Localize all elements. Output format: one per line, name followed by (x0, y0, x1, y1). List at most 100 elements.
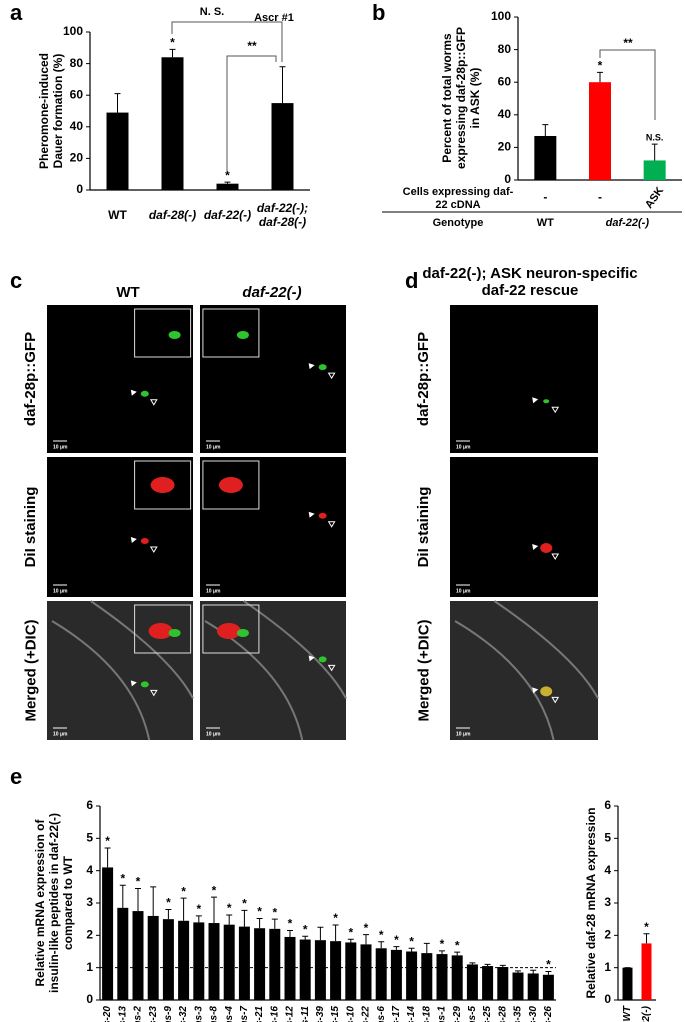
x-tick-label: ins-21 (254, 1006, 265, 1022)
micrograph (200, 457, 346, 597)
cell-signal (168, 629, 181, 637)
y-axis-label: Relative daf-28 mRNA expression (584, 807, 599, 999)
arrowhead (308, 655, 315, 662)
column-header: daf-22(-) (242, 284, 301, 301)
inset (134, 604, 192, 654)
significance: * (546, 958, 551, 972)
bar (102, 867, 114, 1000)
y-tick-label: 5 (86, 831, 93, 845)
cell-signal (216, 623, 241, 639)
bar (466, 964, 478, 1000)
y-tick-label: 40 (70, 119, 84, 133)
table-cell: daf-22(-) (606, 217, 650, 229)
y-tick-label: 80 (498, 42, 512, 56)
x-tick-label: ins-25 (482, 1006, 493, 1022)
x-tick-label: ins-12 (285, 1006, 296, 1022)
y-tick-label: 6 (86, 798, 93, 812)
micrograph (450, 601, 598, 740)
table-cell: - (543, 190, 547, 204)
x-tick-label: ins-10 (345, 1006, 356, 1022)
x-tick-label: ins-23 (148, 1006, 159, 1022)
x-tick-label: WT (622, 1005, 633, 1021)
significance: * (227, 901, 232, 915)
y-axis-label-box: Relative daf-28 mRNA expression (584, 807, 599, 999)
row-label-box: DiI staining (22, 486, 40, 568)
bar (238, 926, 250, 1000)
significance: * (120, 871, 125, 885)
bar (360, 944, 372, 1000)
error-bar (256, 918, 263, 929)
table-cell: ASK (643, 185, 666, 211)
arrowhead (551, 553, 560, 560)
y-tick-label: 100 (63, 24, 83, 38)
cell-signal (236, 629, 249, 637)
significance: * (644, 920, 649, 934)
cell-signal (140, 538, 149, 544)
x-tick-label-box: daf-22(-) (204, 208, 251, 222)
error-bar (393, 946, 400, 950)
y-tick-label: 20 (498, 140, 512, 154)
x-tick-label-box: daf-28(-) (148, 208, 197, 223)
scale-bar-label: 10 μm (206, 444, 221, 450)
error-bar (439, 950, 445, 955)
bar (269, 928, 281, 1000)
inset (202, 308, 260, 358)
row-label: Merged (+DIC) (22, 619, 40, 722)
arrowhead (149, 399, 158, 406)
y-tick-label: 2 (86, 928, 93, 942)
y-axis-label-box: Relative mRNA expression of insulin-like… (33, 813, 75, 993)
micrograph (450, 457, 598, 597)
significance: * (288, 917, 293, 931)
bar (216, 183, 239, 190)
annotation: Ascr #1 (254, 12, 294, 24)
row-label: daf-28p::GFP (415, 331, 433, 427)
cell-signal (148, 623, 173, 639)
x-tick-label: ins-5 (467, 1006, 478, 1022)
cell-signal (540, 543, 553, 553)
bar (193, 922, 205, 1000)
bar (162, 919, 174, 1000)
cell-signal (543, 399, 550, 404)
annotation: N. S. (200, 6, 224, 18)
x-tick-label: ins-13 (117, 1006, 128, 1022)
x-tick-label: ins-9 (163, 1006, 174, 1022)
x-tick-label: ins-16 (269, 1006, 280, 1022)
x-tick-label: daf-28(-) (148, 208, 197, 223)
inset (202, 604, 260, 654)
scale-bar-label: 10 μm (53, 444, 68, 450)
x-tick-label: ins-32 (178, 1006, 189, 1022)
bar (178, 920, 190, 1000)
panel-label: d (405, 268, 418, 293)
x-tick-label: ins-29 (452, 1006, 463, 1022)
y-tick-label: 0 (504, 172, 511, 186)
y-tick-label: 20 (70, 151, 84, 165)
significance: * (181, 884, 186, 898)
arrowhead (532, 397, 539, 404)
y-tick-label: 3 (86, 895, 93, 909)
cell-signal (140, 390, 149, 397)
scale-bar-label: 10 μm (456, 731, 471, 737)
error-bar (241, 909, 248, 927)
row-label: daf-28p::GFP (22, 331, 40, 427)
error-bar (408, 947, 415, 952)
x-tick-label: ins-30 (528, 1006, 539, 1022)
y-tick-label: 40 (498, 107, 512, 121)
y-tick-label: 60 (498, 74, 512, 88)
panel-label: e (10, 764, 22, 789)
x-tick-label: ins-3 (193, 1006, 204, 1022)
scale-bar-label: 10 μm (456, 444, 471, 450)
panel-label: a (10, 0, 23, 25)
error-bar (279, 66, 286, 104)
error-bar (530, 969, 537, 974)
annotation: ** (623, 36, 633, 50)
micrograph (200, 305, 346, 453)
significance: * (212, 883, 217, 897)
error-bar (135, 887, 141, 912)
error-bar (597, 71, 603, 83)
row-label: DiI staining (22, 486, 40, 568)
significance: * (225, 168, 230, 182)
x-tick-label: ins-15 (330, 1006, 341, 1022)
significance: * (242, 897, 247, 911)
cell-signal (318, 656, 327, 663)
